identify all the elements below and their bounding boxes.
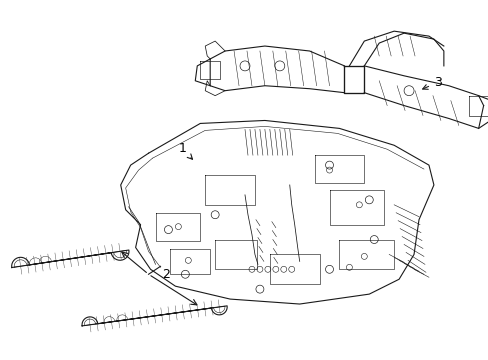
Text: 2: 2 [162,268,170,281]
Text: 3: 3 [422,76,441,89]
Text: 1: 1 [178,142,192,159]
